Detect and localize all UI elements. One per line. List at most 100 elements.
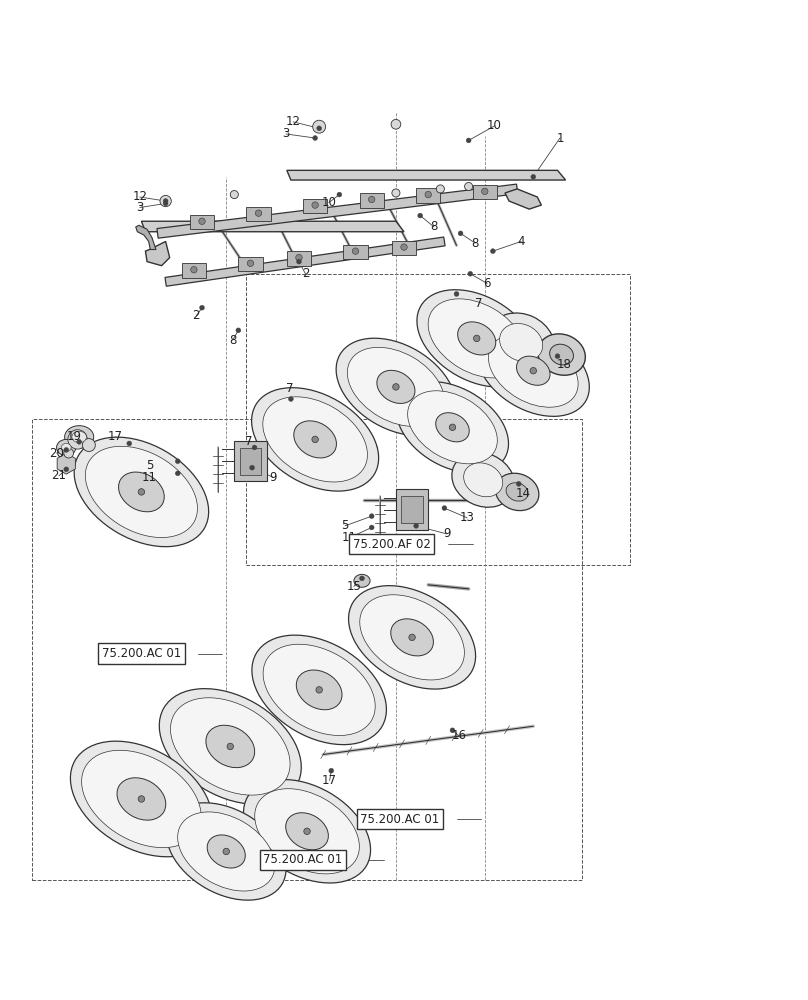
Text: 19: 19 [67, 430, 82, 443]
Text: 1: 1 [556, 132, 564, 145]
Text: 75.200.AC 01: 75.200.AC 01 [102, 647, 181, 660]
Ellipse shape [457, 322, 496, 355]
Circle shape [297, 259, 301, 264]
Ellipse shape [138, 489, 145, 495]
Ellipse shape [72, 431, 86, 443]
Text: 13: 13 [460, 511, 474, 524]
Text: 11: 11 [342, 531, 356, 544]
Circle shape [64, 447, 69, 452]
Circle shape [200, 305, 204, 310]
Text: 3: 3 [136, 201, 144, 214]
Circle shape [360, 576, 364, 581]
Text: 17: 17 [108, 430, 123, 443]
Text: 17: 17 [322, 774, 337, 787]
Ellipse shape [286, 813, 328, 850]
Ellipse shape [65, 426, 94, 448]
Ellipse shape [243, 780, 371, 883]
Ellipse shape [207, 835, 246, 868]
Circle shape [317, 126, 322, 131]
Ellipse shape [538, 334, 585, 375]
Circle shape [163, 201, 168, 206]
Circle shape [127, 441, 132, 446]
Ellipse shape [252, 635, 386, 745]
Circle shape [482, 188, 488, 195]
Circle shape [369, 525, 374, 530]
Ellipse shape [297, 670, 342, 710]
Bar [234, 441, 267, 481]
Circle shape [230, 191, 238, 199]
Bar [246, 207, 271, 221]
Bar [392, 241, 416, 255]
Ellipse shape [170, 698, 290, 795]
Circle shape [255, 210, 262, 216]
Text: 5: 5 [146, 459, 154, 472]
Ellipse shape [316, 687, 322, 693]
Circle shape [337, 192, 342, 197]
Circle shape [313, 120, 326, 133]
Ellipse shape [348, 586, 476, 689]
Circle shape [247, 260, 254, 266]
Ellipse shape [417, 290, 537, 387]
Text: 10: 10 [487, 119, 502, 132]
Circle shape [250, 465, 255, 470]
Ellipse shape [263, 644, 375, 736]
Bar [416, 188, 440, 203]
Text: 75.200.AC 01: 75.200.AC 01 [263, 853, 343, 866]
Circle shape [418, 213, 423, 218]
Circle shape [368, 196, 375, 203]
Ellipse shape [393, 384, 399, 390]
Ellipse shape [61, 443, 71, 452]
Ellipse shape [70, 741, 213, 857]
Ellipse shape [223, 848, 229, 855]
Bar [238, 257, 263, 271]
Text: 8: 8 [430, 220, 438, 233]
Circle shape [490, 249, 495, 254]
Circle shape [160, 195, 171, 207]
Circle shape [392, 189, 400, 197]
Ellipse shape [499, 323, 543, 361]
Ellipse shape [86, 446, 197, 538]
Circle shape [425, 191, 431, 198]
Polygon shape [165, 237, 445, 286]
Ellipse shape [409, 634, 415, 641]
Circle shape [414, 523, 419, 528]
Bar [303, 199, 327, 213]
Text: 8: 8 [229, 334, 237, 347]
Ellipse shape [360, 595, 465, 680]
Ellipse shape [251, 388, 379, 491]
Bar [360, 193, 384, 208]
Bar [402, 496, 423, 523]
Text: 7: 7 [474, 297, 482, 310]
Text: 75.200.AF 02: 75.200.AF 02 [353, 538, 431, 551]
Ellipse shape [57, 439, 76, 456]
Circle shape [369, 514, 374, 519]
Text: 12: 12 [133, 190, 147, 204]
Ellipse shape [391, 619, 433, 656]
Circle shape [465, 182, 473, 191]
Ellipse shape [294, 421, 336, 458]
Ellipse shape [478, 325, 589, 416]
Text: 7: 7 [285, 382, 293, 395]
Circle shape [352, 248, 359, 254]
Ellipse shape [354, 574, 370, 587]
Ellipse shape [206, 725, 255, 768]
Text: 4: 4 [517, 235, 525, 248]
Circle shape [442, 506, 447, 511]
Circle shape [391, 119, 401, 129]
Circle shape [555, 354, 560, 359]
Circle shape [64, 448, 74, 458]
Ellipse shape [263, 397, 368, 482]
Circle shape [64, 467, 69, 472]
Ellipse shape [119, 472, 164, 512]
Ellipse shape [255, 789, 360, 874]
Ellipse shape [82, 750, 201, 848]
Ellipse shape [473, 335, 480, 342]
Ellipse shape [506, 483, 528, 501]
Text: 75.200.AC 01: 75.200.AC 01 [360, 813, 440, 826]
Bar [473, 185, 497, 199]
Ellipse shape [74, 437, 208, 547]
Ellipse shape [549, 344, 574, 365]
Circle shape [329, 768, 334, 773]
Ellipse shape [377, 370, 415, 403]
Circle shape [401, 244, 407, 250]
